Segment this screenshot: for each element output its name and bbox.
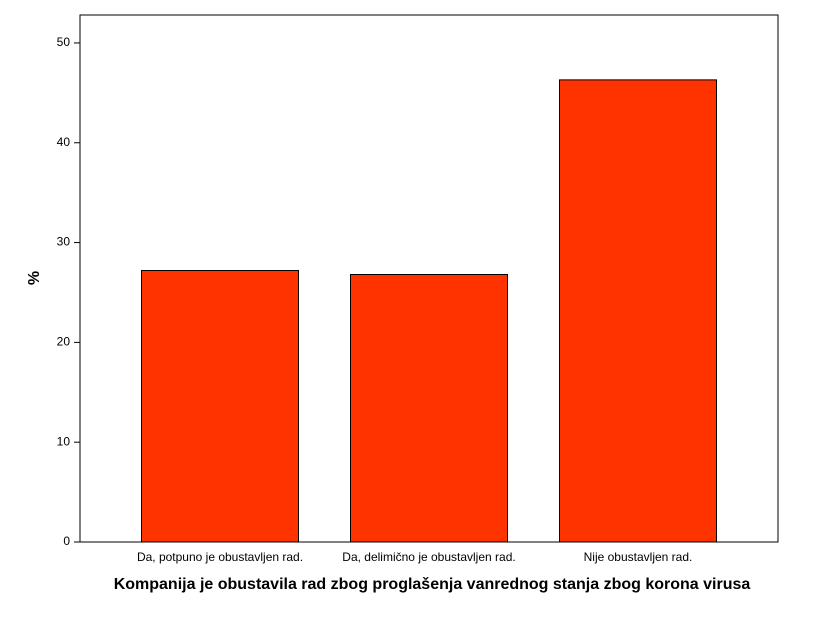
x-tick-label: Da, potpuno je obustavljen rad.	[137, 550, 303, 564]
x-tick-label: Nije obustavljen rad.	[584, 550, 693, 564]
y-axis-label: %	[26, 271, 43, 285]
bar	[559, 79, 717, 543]
y-tick-label: 40	[57, 135, 71, 149]
bar	[350, 274, 508, 543]
y-tick-label: 20	[57, 335, 71, 349]
x-axis-label: Kompanija je obustavila rad zbog proglaš…	[113, 576, 751, 593]
y-tick-label: 0	[63, 534, 70, 548]
y-tick-label: 50	[57, 35, 71, 49]
y-tick-label: 10	[57, 434, 71, 448]
bar	[141, 270, 299, 543]
y-tick-label: 30	[57, 235, 71, 249]
x-tick-label: Da, delimično je obustavljen rad.	[342, 550, 515, 564]
